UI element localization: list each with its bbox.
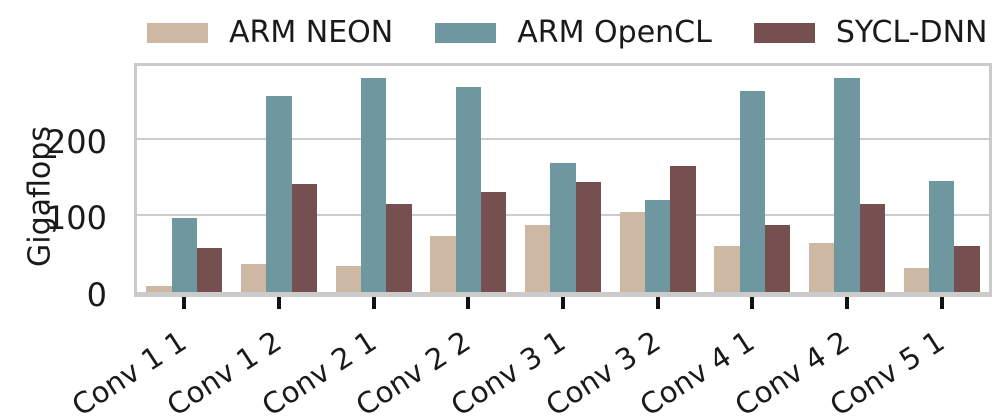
x-tick-mark [939, 297, 944, 309]
legend-label: ARM NEON [229, 15, 394, 50]
bar [809, 242, 835, 292]
plot-area [134, 63, 992, 297]
bar [146, 285, 172, 292]
bar [954, 246, 980, 292]
y-tick-label: 100 [45, 199, 107, 238]
bar [266, 95, 292, 292]
chart-legend: ARM NEON ARM OpenCL SYCL-DNN [147, 15, 1005, 51]
bar [903, 267, 930, 292]
legend-swatch [147, 23, 208, 43]
bar [291, 183, 317, 292]
legend-label: ARM OpenCL [517, 15, 712, 50]
legend-item: ARM OpenCL [435, 15, 712, 51]
bar [670, 166, 696, 292]
legend-swatch [435, 23, 497, 43]
bar [455, 87, 481, 292]
bar [196, 247, 223, 292]
bar [859, 203, 885, 292]
legend-swatch [753, 23, 815, 43]
bar [764, 224, 791, 292]
bar [575, 181, 601, 292]
bar [929, 180, 955, 292]
x-tick-mark [466, 297, 471, 309]
bar [619, 212, 646, 292]
x-tick-mark [845, 297, 849, 309]
x-tick-mark [182, 297, 187, 309]
bar [335, 265, 362, 292]
x-tick-mark [655, 297, 660, 309]
x-tick-mark [277, 297, 281, 309]
bar [525, 224, 551, 292]
bar [241, 264, 267, 292]
bar [714, 246, 740, 292]
bar [834, 77, 860, 292]
bar [739, 90, 765, 292]
x-tick-mark [561, 297, 565, 309]
y-tick-label: 200 [45, 122, 107, 161]
bar [430, 236, 456, 292]
x-tick-mark [371, 297, 376, 309]
bar [361, 77, 387, 292]
x-tick-mark [750, 297, 755, 309]
bar [645, 200, 671, 292]
legend-label: SYCL-DNN [835, 15, 988, 50]
legend-item: SYCL-DNN [753, 15, 988, 51]
legend-item: ARM NEON [147, 15, 393, 51]
bar [550, 163, 576, 292]
bar [480, 191, 507, 292]
bar [171, 218, 197, 292]
y-tick-label: 0 [86, 276, 107, 314]
bar [386, 203, 412, 292]
horizontal-gridline [137, 137, 989, 140]
